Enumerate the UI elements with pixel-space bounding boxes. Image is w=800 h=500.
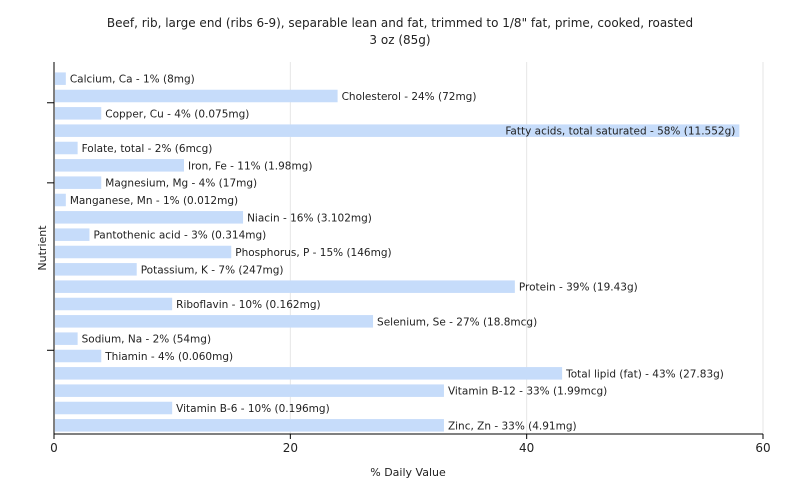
bar [55,176,102,189]
bar-label: Manganese, Mn - 1% (0.012mg) [70,195,238,207]
bar [55,384,444,397]
x-axis-title: % Daily Value [370,466,446,479]
bar [55,401,173,415]
bar-label: Cholesterol - 24% (72mg) [342,91,477,103]
bar [55,141,78,155]
bar-label: Niacin - 16% (3.102mg) [247,212,372,224]
bar-label: Selenium, Se - 27% (18.8mcg) [377,316,537,328]
bar [55,280,515,293]
bar-label: Magnesium, Mg - 4% (17mg) [105,178,257,190]
chart-title: Beef, rib, large end (ribs 6-9), separab… [107,16,693,30]
bar-label: Pantothenic acid - 3% (0.314mg) [93,230,266,242]
bar-label: Fatty acids, total saturated - 58% (11.5… [505,126,735,138]
bar [55,315,374,328]
bar-label: Calcium, Ca - 1% (8mg) [70,74,195,86]
bar [55,107,102,120]
bars: Calcium, Ca - 1% (8mg) Cholesterol - 24% … [55,72,740,432]
x-tick-label: 0 [50,441,58,455]
bar [55,72,66,85]
y-axis-title: Nutrient [36,225,49,271]
bar-label: Total lipid (fat) - 43% (27.83g) [565,368,724,380]
bar [55,89,338,103]
bar-label: Sodium, Na - 2% (54mg) [82,334,211,346]
bar [55,367,563,380]
bar [55,297,173,311]
axes: 0 20 40 60 [47,62,771,455]
bar [55,228,90,241]
bar [55,211,244,224]
bar [55,419,444,432]
bar-label: Vitamin B-12 - 33% (1.99mcg) [448,386,607,398]
x-tick-label: 20 [283,441,298,455]
bar-label: Phosphorus, P - 15% (146mg) [235,247,391,259]
bar-label: Potassium, K - 7% (247mg) [141,264,284,276]
bar-label: Iron, Fe - 11% (1.98mg) [188,160,312,172]
bar-label: Riboflavin - 10% (0.162mg) [176,299,320,311]
bar-label: Thiamin - 4% (0.060mg) [104,351,233,363]
bar-label: Copper, Cu - 4% (0.075mg) [105,108,249,120]
bar [55,263,137,276]
bar-label: Zinc, Zn - 33% (4.91mg) [448,420,577,432]
bar [55,124,740,137]
bar [55,159,184,172]
bar-label: Protein - 39% (19.43g) [519,282,638,294]
bar-label: Vitamin B-6 - 10% (0.196mg) [176,403,330,415]
bar [55,349,102,363]
bar [55,245,232,259]
bar [55,332,78,345]
x-tick-label: 60 [755,441,770,455]
chart-subtitle: 3 oz (85g) [369,33,430,47]
x-tick-label: 40 [519,441,534,455]
bar [55,193,66,207]
bar-label: Folate, total - 2% (6mcg) [82,143,213,155]
